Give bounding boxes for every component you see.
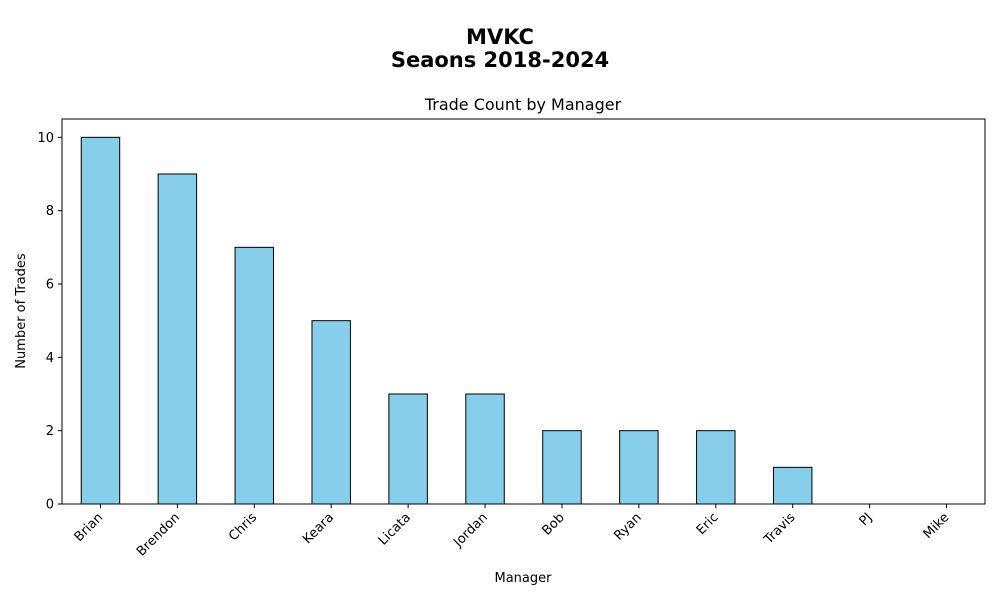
x-tick-label: Brian	[72, 510, 107, 545]
y-tick-label: 4	[46, 351, 54, 366]
x-tick-label: Chris	[226, 510, 260, 544]
chart-title: Trade Count by Manager	[424, 95, 622, 114]
y-axis: 0 2 4 6 8 10	[37, 131, 62, 513]
suptitle-line-2: Seaons 2018-2024	[390, 48, 610, 72]
bars-group	[80, 136, 813, 505]
figure-suptitle: MVKC Seaons 2018-2024	[0, 26, 1000, 72]
bar-licata	[388, 393, 428, 505]
x-tick-label: Ryan	[611, 510, 644, 543]
y-tick-label: 10	[37, 131, 54, 146]
x-tick-label: Travis	[761, 510, 799, 548]
bar-keara	[311, 320, 351, 505]
y-tick-label: 8	[46, 204, 54, 219]
x-tick-label: Licata	[376, 510, 414, 548]
x-tick-label: Keara	[300, 510, 337, 547]
x-tick-label: PJ	[857, 510, 876, 529]
bar-chris	[234, 246, 275, 505]
x-axis-label: Manager	[495, 571, 553, 586]
x-tick-label: Jordan	[450, 510, 491, 551]
y-tick-label: 6	[46, 278, 54, 293]
bar-ryan	[619, 430, 659, 505]
bar-bob	[542, 430, 582, 505]
bar-travis	[772, 466, 813, 505]
y-tick-label: 0	[46, 498, 54, 513]
x-tick-label: Bob	[539, 510, 567, 538]
y-tick-label: 2	[46, 424, 54, 439]
x-tick-label: Brendon	[134, 510, 183, 559]
bar-brendon	[157, 173, 198, 505]
y-axis-label: Number of Trades	[14, 253, 29, 369]
x-tick-label: Mike	[921, 510, 953, 542]
bar-eric	[696, 430, 736, 505]
x-axis: Brian Brendon Chris Keara Licata Jordan Bob Rya…	[72, 504, 953, 559]
suptitle-line-1: MVKC	[466, 25, 534, 49]
bar-brian	[80, 136, 121, 505]
plot-frame	[61, 118, 986, 505]
x-tick-label: Eric	[694, 510, 722, 538]
bar-jordan	[465, 393, 505, 505]
